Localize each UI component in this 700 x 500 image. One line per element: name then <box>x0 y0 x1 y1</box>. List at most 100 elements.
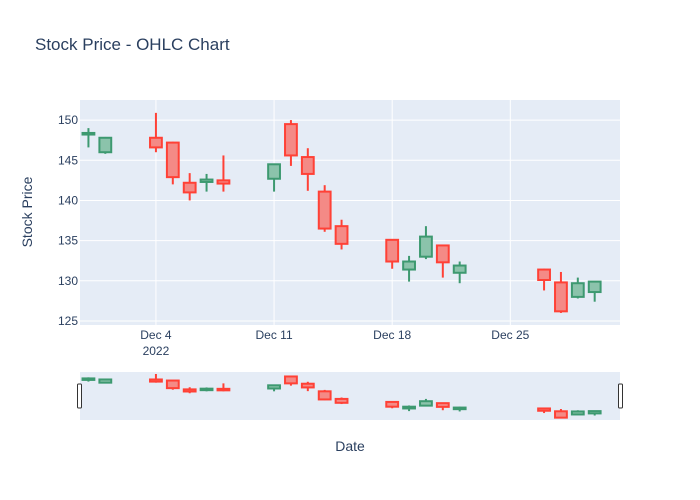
candle <box>554 271 568 313</box>
candle-body <box>435 402 450 408</box>
range-slider-candle <box>554 408 568 419</box>
range-slider-left-handle[interactable] <box>77 383 82 409</box>
x-tick-labels: Dec 4 2022 Dec 11 Dec 18 Dec 25 <box>140 328 529 358</box>
candle <box>317 185 332 232</box>
candle <box>435 244 450 278</box>
candle-body <box>182 388 197 393</box>
candle-body <box>149 136 163 149</box>
range-slider-candle <box>216 383 231 392</box>
candle-body <box>554 281 568 313</box>
candle-body <box>452 264 467 274</box>
y-tick-labels: 125 130 135 140 145 150 <box>58 113 78 328</box>
y-tick-label: 130 <box>58 274 78 288</box>
candle-body <box>537 268 551 281</box>
y-tick-label: 125 <box>58 314 78 328</box>
candle-body <box>317 390 332 401</box>
candle-body <box>81 377 96 381</box>
candle <box>587 280 602 302</box>
candle <box>216 155 231 192</box>
range-slider-candle <box>334 397 349 405</box>
range-slider-candle <box>98 378 113 384</box>
y-tick-label: 135 <box>58 234 78 248</box>
candle-body <box>334 225 349 245</box>
candle-body <box>570 410 585 416</box>
candle-body <box>419 400 433 407</box>
range-slider-candle <box>300 381 315 392</box>
candle <box>165 141 180 185</box>
range-slider-candle <box>385 400 400 409</box>
range-slider-series <box>81 374 602 419</box>
x-tick-label: Dec 25 <box>491 328 529 342</box>
candle-body <box>81 131 96 136</box>
candle-body <box>267 163 281 180</box>
range-slider-candle <box>199 387 214 392</box>
candle-body <box>452 406 467 411</box>
candle-body <box>554 410 568 419</box>
candle-body <box>385 238 400 263</box>
x-tick-year-label: 2022 <box>143 344 170 358</box>
candle <box>537 268 551 291</box>
candle-body <box>165 379 180 390</box>
candle-body <box>402 405 416 410</box>
candle-body <box>267 384 281 390</box>
range-slider-candle <box>402 405 416 412</box>
candle <box>149 112 163 153</box>
candle-body <box>419 235 433 258</box>
range-slider-candle <box>267 384 281 392</box>
y-tick-label: 150 <box>58 113 78 127</box>
x-tick-label: Dec 4 <box>140 328 172 342</box>
candle-body <box>199 387 214 392</box>
candle-body <box>165 141 180 179</box>
candle <box>300 148 315 191</box>
range-slider-candle <box>317 389 332 401</box>
candle-body <box>300 156 315 175</box>
range-slider-candle <box>165 379 180 390</box>
range-slider-candle <box>537 407 551 414</box>
range-slider-candle <box>435 402 450 411</box>
range-slider-candle <box>81 377 96 382</box>
x-axis-title: Date <box>335 438 365 454</box>
candle-body <box>334 397 349 404</box>
candle <box>199 173 214 192</box>
candle-body <box>98 136 113 154</box>
candlestick-series <box>81 112 602 313</box>
candle-body <box>385 400 400 408</box>
y-tick-label: 140 <box>58 193 78 207</box>
candle <box>284 120 298 166</box>
chart-title: Stock Price - OHLC Chart <box>35 35 230 54</box>
candle-body <box>300 382 315 389</box>
candle-body <box>317 190 332 230</box>
candle <box>452 261 467 284</box>
candle-body <box>402 260 416 271</box>
candle-body <box>570 282 585 298</box>
candle <box>81 128 96 148</box>
x-tick-label: Dec 11 <box>255 328 292 342</box>
x-tick-label: Dec 18 <box>373 328 411 342</box>
candle-body <box>182 181 197 194</box>
range-slider-candle <box>587 410 602 416</box>
candle-body <box>537 407 551 412</box>
candle-body <box>587 280 602 294</box>
y-axis-title: Stock Price <box>19 176 35 247</box>
candle-body <box>284 123 298 157</box>
candle <box>419 226 433 260</box>
candle-body <box>435 244 450 264</box>
range-slider-candle <box>570 410 585 416</box>
candle <box>402 255 416 282</box>
range-slider-candle <box>284 375 298 386</box>
candle-body <box>199 178 214 183</box>
range-slider-candle <box>452 406 467 412</box>
candle <box>334 219 349 250</box>
range-slider-right-handle[interactable] <box>618 383 623 409</box>
candle-body <box>216 387 231 392</box>
candle <box>182 173 197 201</box>
range-slider-candle <box>182 387 197 394</box>
plot-area <box>80 100 620 325</box>
candle-body <box>149 378 163 383</box>
candle-body <box>98 378 113 384</box>
range-slider-candle <box>149 374 163 383</box>
y-tick-label: 145 <box>58 153 78 167</box>
candle <box>267 163 281 192</box>
candle <box>98 136 113 154</box>
